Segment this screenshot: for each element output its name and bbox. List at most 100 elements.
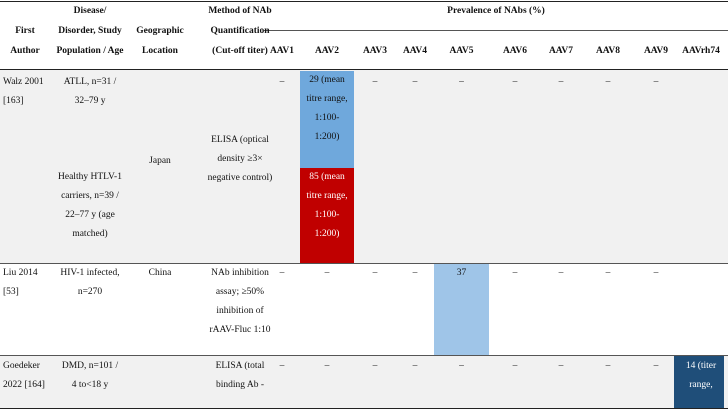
liu-aav4: – <box>412 268 418 278</box>
row-rule-1 <box>0 263 728 264</box>
header-aav6: AAV6 <box>502 46 528 56</box>
cell-text: Liu 2014 <box>3 268 38 278</box>
header-method: Method of NAb Quantification (Cut-off ti… <box>190 1 290 61</box>
top-rule <box>0 1 728 2</box>
cell-text: 1:100- <box>314 210 340 220</box>
liu-aav8: – <box>605 268 611 278</box>
liu-population: HIV-1 infected, n=270 <box>50 264 130 302</box>
walz-htlv-aav2: 85 (mean titre range, 1:100- 1:200) <box>300 168 354 244</box>
cell-text: 22–77 y (age <box>65 210 115 220</box>
liu-geo: China <box>148 268 172 278</box>
goedeker-aav4: – <box>412 361 418 371</box>
header-first-author: First Author <box>0 21 50 61</box>
cell-text: assay; ≥50% <box>215 287 265 297</box>
header-text: Location <box>142 46 178 56</box>
walz-aav1: – <box>279 77 285 87</box>
header-aav9: AAV9 <box>643 46 669 56</box>
cell-text: 2022 [164] <box>3 380 45 390</box>
cell-text: rAAV-Fluc 1:10 <box>209 325 271 335</box>
header-disease: Disease/ Disorder, Study Population / Ag… <box>50 1 130 61</box>
cell-text: ATLL, n=31 / <box>63 77 117 87</box>
goedeker-aav2: – <box>324 361 330 371</box>
row-band-goedeker <box>0 356 728 408</box>
cell-text: Walz 2001 <box>3 77 44 87</box>
cell-text: HIV-1 infected, <box>60 268 120 278</box>
walz-aav7: – <box>558 77 564 87</box>
header-text: First <box>15 26 35 36</box>
goedeker-aav7: – <box>558 361 564 371</box>
walz-aav8: – <box>605 77 611 87</box>
walz-method: ELISA (optical density ≥3× negative cont… <box>190 131 290 188</box>
header-text: Population / Age <box>56 46 124 56</box>
liu-aav5-fill <box>434 263 489 356</box>
goedeker-aav5: – <box>459 361 464 371</box>
cell-text: DMD, n=101 / <box>61 361 119 371</box>
cell-text: 1:200) <box>314 229 340 239</box>
walz-atll-aav2-fill <box>300 71 354 168</box>
liu-aav1: – <box>279 268 285 278</box>
cell-text: binding Ab - <box>215 380 265 390</box>
header-text: (Cut-off titer) <box>212 46 268 56</box>
cell-text: [163] <box>3 96 24 106</box>
goedeker-aav3: – <box>372 361 378 371</box>
cell-text: inhibition of <box>216 306 264 316</box>
liu-author: Liu 2014 [53] <box>3 264 53 302</box>
cell-text: Healthy HTLV-1 <box>58 172 122 182</box>
header-text: Geographic <box>136 26 184 36</box>
cell-text: 85 (mean <box>309 172 345 182</box>
cell-text: 1:200) <box>314 132 340 142</box>
liu-aav9: – <box>653 268 659 278</box>
header-text: Quantification <box>210 26 270 36</box>
walz-aav3: – <box>372 77 378 87</box>
header-aav2: AAV2 <box>314 46 340 56</box>
cell-text: titre range, <box>306 94 348 104</box>
goedeker-method: ELISA (total binding Ab - <box>190 357 290 395</box>
row-band-walz <box>0 70 728 263</box>
goedeker-author: Goedeker 2022 [164] <box>3 357 53 395</box>
header-bottom-rule <box>0 69 728 70</box>
walz-aav6: – <box>512 77 518 87</box>
cell-text: 32–79 y <box>74 96 106 106</box>
goedeker-aavrh74: 14 (titer range, <box>674 357 728 395</box>
cell-text: ELISA (total <box>215 361 265 371</box>
cell-text: negative control) <box>207 173 273 183</box>
goedeker-aav1: – <box>279 361 285 371</box>
walz-aav9: – <box>653 77 659 87</box>
header-aav4: AAV4 <box>402 46 428 56</box>
liu-aav5: 37 <box>456 268 467 278</box>
header-aav7: AAV7 <box>548 46 574 56</box>
walz-aav5: – <box>459 77 464 87</box>
goedeker-aav9: – <box>653 361 659 371</box>
walz-htlv-population: Healthy HTLV-1 carriers, n=39 / 22–77 y … <box>50 168 130 244</box>
cell-text: n=270 <box>77 287 103 297</box>
cell-text: 4 to<18 y <box>71 380 109 390</box>
goedeker-aav6: – <box>512 361 518 371</box>
header-prevalence: Prevalence of NAbs (%) <box>447 6 545 16</box>
cell-text: Goedeker <box>3 361 40 371</box>
cell-text: NAb inhibition <box>211 268 269 278</box>
header-geo: Geographic Location <box>130 21 190 61</box>
liu-aav6: – <box>512 268 518 278</box>
cell-text: range, <box>689 380 713 390</box>
cell-text: density ≥3× <box>217 154 263 164</box>
header-aavrh74: AAVrh74 <box>682 46 720 56</box>
goedeker-aav8: – <box>605 361 611 371</box>
liu-aav7: – <box>558 268 564 278</box>
header-aav1: AAV1 <box>269 46 295 56</box>
header-text: Method of NAb <box>208 6 272 16</box>
header-aav8: AAV8 <box>595 46 621 56</box>
cell-text: titre range, <box>306 191 348 201</box>
row-rule-2 <box>0 355 728 356</box>
liu-aav3: – <box>372 268 378 278</box>
walz-geo: Japan <box>149 156 171 166</box>
walz-author: Walz 2001 [163] <box>3 73 53 111</box>
walz-atll-population: ATLL, n=31 / 32–79 y <box>50 73 130 111</box>
walz-htlv-aav2-fill <box>300 168 354 263</box>
walz-aav4: – <box>412 77 418 87</box>
header-text: Disease/ <box>73 6 107 16</box>
liu-method: NAb inhibition assay; ≥50% inhibition of… <box>190 264 290 340</box>
liu-aav2: – <box>324 268 330 278</box>
goedeker-aavrh74-fill <box>674 356 724 408</box>
goedeker-population: DMD, n=101 / 4 to<18 y <box>50 357 130 395</box>
